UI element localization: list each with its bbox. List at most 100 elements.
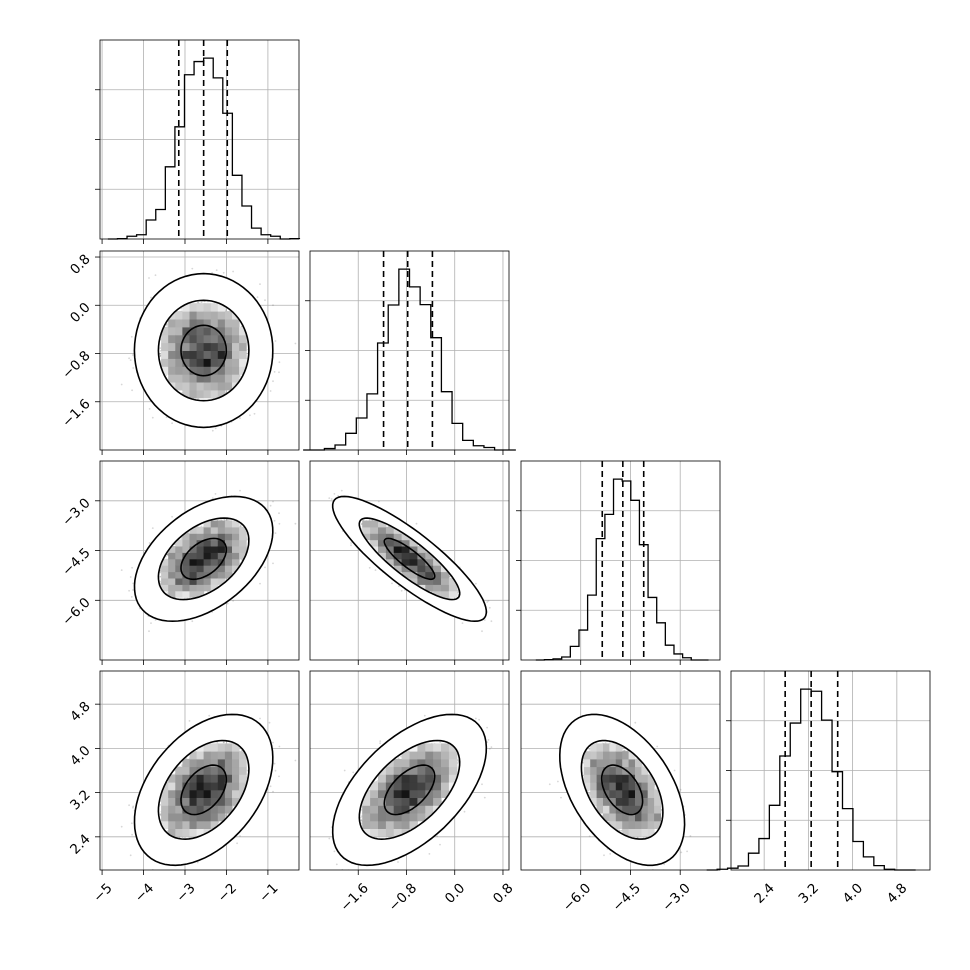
density-cell [175,374,183,383]
density-cell [232,342,240,351]
sample-point [211,429,214,432]
axes-frame [730,670,931,871]
scatter-panel [95,250,300,455]
density-cell [189,326,198,336]
density-cell [203,326,212,336]
density-cell [168,374,176,383]
density-cell [217,342,226,351]
density-cell [175,350,183,359]
histogram-step [535,478,709,661]
density-cell [168,350,176,359]
sample-point [259,582,261,585]
density-cell [210,342,219,351]
density-cell [196,303,205,312]
density-cell [182,303,190,312]
sample-point [128,357,131,360]
sample-point [166,323,169,325]
sample-point [159,347,162,349]
density-cell [217,358,226,367]
scatter-panel [95,460,300,665]
density-cell [217,382,226,391]
axes-frame [99,250,300,451]
sample-point [294,522,297,525]
sample-point [129,359,132,361]
density-cell [203,342,212,351]
sample-point [120,383,123,386]
density-cell [239,326,247,336]
density-cell [168,319,176,328]
density-cell [239,366,247,375]
density-cell [175,326,183,336]
sample-point [294,342,297,345]
density-cell [203,334,212,344]
sample-point [274,340,277,342]
density-cell [203,389,212,399]
density-cell [189,374,198,383]
density-cell [217,350,226,359]
sample-point [120,569,123,571]
sample-point [273,371,276,373]
sample-point [130,596,133,598]
density-cell [189,389,198,399]
density-cell [168,326,176,336]
sample-point [165,416,168,419]
sample-point [249,414,251,417]
sample-point [259,283,261,285]
density-cell [189,334,198,344]
sample-point [215,269,218,272]
density-cell [203,358,212,367]
density-cell [196,350,205,359]
sample-point [272,304,274,307]
density-cell [210,311,219,320]
density-cell [161,366,169,375]
sample-point [150,296,152,299]
density-cell [203,350,212,359]
sample-point [159,353,161,355]
density-layer [120,267,297,432]
sample-point [148,277,150,279]
histogram-panel [303,250,516,455]
density-cell [224,350,233,359]
axes-frame [520,460,721,661]
density-cell [189,382,198,391]
sample-point [197,301,200,304]
density-cell [232,374,240,383]
density-cell [189,311,198,320]
density-cell [210,374,219,383]
sample-point [171,422,174,425]
sample-point [154,274,157,277]
density-cell [168,334,176,344]
sample-point [232,270,235,273]
density-cell [161,326,169,336]
sample-point [239,417,241,420]
density-cell [203,366,212,375]
density-cell [217,319,226,328]
density-cell [239,334,247,344]
sample-point [223,518,226,521]
sample-point [278,361,281,364]
sample-point [200,301,203,304]
density-cell [189,342,198,351]
sample-point [226,518,229,521]
density-cell [168,342,176,351]
density-cell [182,350,190,359]
density-cell [175,319,183,328]
density-cell [210,334,219,344]
density-cell [189,319,198,328]
contour-line [157,299,250,402]
density-cell [224,342,233,351]
histogram-panel [516,460,721,665]
sample-point [148,630,150,633]
sample-point [131,389,134,392]
axes-frame [309,250,510,451]
density-cell [175,382,183,391]
sample-point [128,589,131,592]
sample-point [132,582,135,585]
density-cell [210,358,219,367]
density-cell [196,311,205,320]
density-cell [182,319,190,328]
sample-point [191,267,194,270]
density-cell [196,326,205,336]
sample-point [197,397,200,400]
